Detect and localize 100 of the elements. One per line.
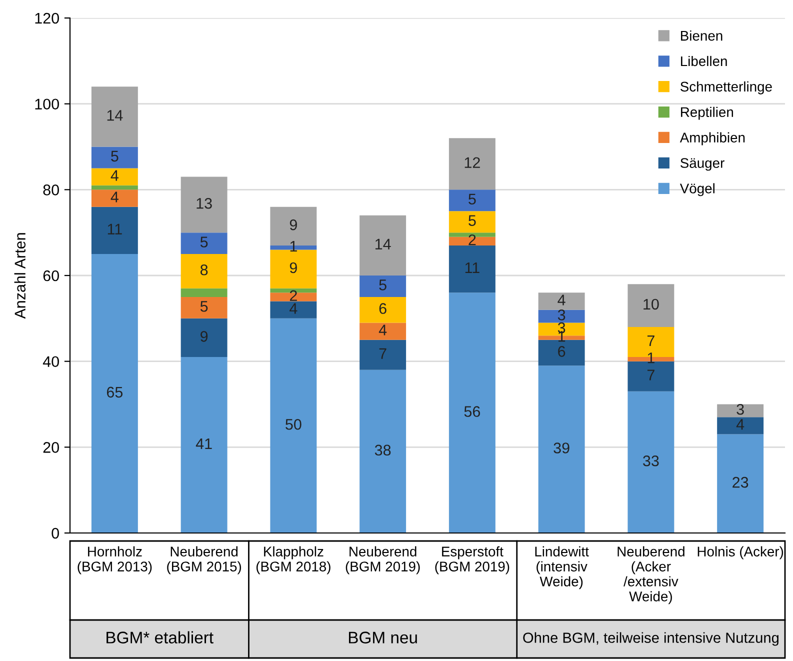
- bar: [91, 206, 138, 254]
- bar: [91, 86, 138, 147]
- y-tick-label: 100: [35, 98, 59, 110]
- x-tick-label: Neuberend (BGM 2015): [167, 546, 242, 574]
- x-tick-label: Klappholz (BGM 2018): [256, 546, 330, 574]
- text: BGM* etabliert: [106, 631, 214, 644]
- data-label: 1: [648, 352, 654, 364]
- x-tick-label: Hornholz (BGM 2013): [78, 546, 152, 574]
- data-label: 11: [465, 262, 480, 274]
- bar: [91, 146, 138, 168]
- data-label: 5: [200, 236, 208, 248]
- data-label: 12: [464, 157, 480, 168]
- data-label: 41: [196, 438, 212, 449]
- y-tick-label: 40: [42, 356, 59, 368]
- bar: [448, 245, 496, 293]
- legend-label: Reptilien: [681, 106, 734, 120]
- legend-label: Säuger: [680, 158, 724, 171]
- y-tick-label: 80: [43, 184, 59, 196]
- legend-label: Vögel: [680, 183, 714, 196]
- data-label: 3: [736, 404, 744, 415]
- bar: [180, 357, 228, 533]
- legend-label: Amphibien: [680, 132, 745, 146]
- bar: [538, 310, 585, 323]
- data-label: 9: [200, 331, 208, 342]
- data-label: 14: [107, 110, 123, 121]
- x-tick-label: Neuberend (BGM 2019): [346, 546, 420, 574]
- data-label: 11: [108, 224, 122, 234]
- bar: [448, 138, 496, 190]
- data-label: 4: [110, 170, 118, 181]
- data-label: 4: [110, 192, 118, 202]
- y-tick-label: 20: [43, 442, 59, 453]
- bar: [628, 284, 674, 327]
- x-tick-label: Lindewitt (intensiv Weide): [535, 546, 589, 590]
- y-tick-label: 60: [43, 270, 59, 282]
- bar: [91, 168, 138, 186]
- bar: [180, 254, 228, 288]
- bar: [91, 254, 138, 533]
- data-label: 5: [468, 194, 476, 204]
- y-axis-title: Anzahl Arten: [14, 233, 26, 319]
- legend-label: Bienen: [681, 30, 722, 41]
- bar: [180, 318, 228, 358]
- data-label: 50: [286, 418, 302, 430]
- data-label: 6: [558, 346, 566, 357]
- data-label: 8: [200, 264, 208, 276]
- data-label: 2: [290, 290, 297, 301]
- bar: [270, 301, 317, 318]
- data-label: 7: [647, 335, 654, 346]
- data-label: 10: [644, 298, 659, 310]
- data-label: 39: [554, 442, 570, 454]
- bar: [717, 434, 764, 533]
- y-tick-label: 0: [52, 528, 59, 539]
- data-label: 14: [375, 238, 391, 250]
- bar: [91, 185, 138, 190]
- data-label: 5: [468, 215, 476, 226]
- bar: [360, 340, 406, 370]
- bar: [360, 215, 406, 276]
- data-label: 5: [111, 150, 118, 162]
- data-label: 13: [196, 198, 212, 209]
- bar: [270, 250, 317, 288]
- bar: [180, 288, 228, 297]
- data-label: 4: [378, 324, 387, 336]
- data-label: 9: [290, 262, 297, 274]
- bar: [91, 190, 138, 207]
- bar: [180, 176, 228, 233]
- bar: [717, 417, 764, 434]
- data-label: 9: [290, 219, 297, 230]
- data-label: 7: [647, 370, 654, 380]
- legend-label: Schmetterlinge: [680, 81, 772, 94]
- text: Ohne BGM, teilweise intensive Nutzung: [523, 632, 778, 646]
- bar: [360, 296, 406, 323]
- bar: [360, 276, 406, 297]
- data-label: 4: [290, 303, 298, 314]
- data-label: 3: [558, 310, 566, 320]
- data-label: 7: [379, 348, 386, 359]
- bar: [448, 190, 496, 212]
- x-tick-label: Neuberend (Acker /extensiv Weide): [618, 546, 684, 604]
- bar: [270, 318, 317, 533]
- bar: [538, 292, 585, 310]
- legend-label: Libellen: [681, 56, 727, 66]
- data-label: 5: [200, 301, 208, 312]
- x-tick-label: Holnis (Acker): [698, 546, 784, 560]
- data-label: 38: [374, 444, 391, 456]
- bar: [180, 296, 228, 318]
- data-label: 65: [106, 386, 123, 398]
- bar: [360, 322, 406, 340]
- bar: [538, 366, 585, 533]
- bar: [448, 236, 496, 246]
- data-label: 4: [736, 419, 744, 430]
- bar: [448, 211, 496, 233]
- data-label: 4: [558, 294, 566, 306]
- x-tick-label: Esperstoft (BGM 2019): [435, 546, 510, 574]
- bar: [628, 391, 674, 533]
- bar: [448, 292, 496, 533]
- data-label: 2: [468, 234, 476, 246]
- bar: [180, 232, 228, 254]
- text: BGM neu: [348, 632, 417, 644]
- bar: [717, 404, 764, 418]
- bar: [360, 370, 406, 533]
- data-label: 5: [379, 280, 386, 290]
- data-label: 56: [464, 406, 480, 417]
